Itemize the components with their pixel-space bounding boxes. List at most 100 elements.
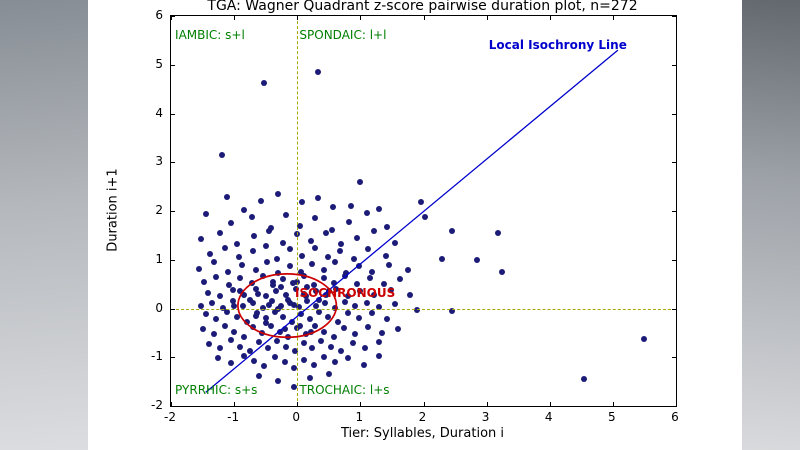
scatter-point [351, 255, 358, 262]
scatter-point [217, 345, 224, 352]
y-tick-mark [171, 162, 175, 164]
scatter-point [253, 312, 260, 319]
scatter-point [251, 233, 258, 240]
y-tick-mark [171, 259, 175, 261]
scatter-point [376, 206, 383, 213]
scatter-point [315, 69, 322, 76]
scatter-point [313, 303, 320, 310]
scatter-point [362, 344, 369, 351]
scatter-point [290, 280, 297, 287]
scatter-point [352, 330, 359, 337]
scatter-point [404, 267, 411, 274]
scatter-point [256, 372, 263, 379]
scatter-point [298, 268, 305, 275]
scatter-point [494, 229, 501, 236]
scatter-point [234, 240, 241, 247]
scatter-point [272, 287, 279, 294]
scatter-point [320, 267, 327, 274]
scatter-point [250, 324, 257, 331]
scatter-point [316, 296, 323, 303]
x-tick-mark [612, 16, 614, 20]
scatter-point [320, 275, 327, 282]
scatter-point [262, 293, 269, 300]
scatter-point [238, 261, 245, 268]
scatter-point [448, 228, 455, 235]
scatter-point [303, 330, 310, 337]
scatter-point [304, 298, 311, 305]
scatter-point [392, 300, 399, 307]
scatter-point [349, 339, 356, 346]
scatter-point [270, 282, 277, 289]
x-tick-mark [171, 402, 172, 406]
scatter-point [392, 239, 399, 246]
scatter-point [308, 328, 315, 335]
scatter-point [271, 309, 278, 316]
scatter-point [213, 273, 220, 280]
scatter-point [223, 194, 230, 201]
scatter-point [414, 307, 421, 314]
scatter-point [281, 325, 288, 332]
scatter-point [237, 275, 244, 282]
scatter-point [322, 299, 329, 306]
scatter-point [328, 343, 335, 350]
scatter-point [282, 291, 289, 298]
scatter-point [219, 304, 226, 311]
y-tick-mark [672, 16, 676, 17]
scatter-point [241, 291, 248, 298]
scatter-point [320, 328, 327, 335]
x-tick-mark [486, 16, 488, 20]
isochronous-ellipse [238, 274, 336, 337]
scatter-point [291, 301, 298, 308]
scatter-point [332, 359, 339, 366]
scatter-point [210, 330, 217, 337]
y-tick-mark [171, 16, 175, 17]
scatter-point [261, 363, 268, 370]
scatter-point [334, 319, 341, 326]
scatter-point [282, 211, 289, 218]
scatter-point [271, 354, 278, 361]
scatter-point [227, 337, 234, 344]
x-tick-mark [676, 16, 677, 20]
scatter-point [439, 255, 446, 262]
scatter-point [299, 252, 306, 259]
scatter-point [270, 278, 277, 285]
scatter-point [250, 299, 257, 306]
scatter-point [363, 210, 370, 217]
scatter-point [196, 265, 203, 272]
scatter-point [221, 244, 228, 251]
scatter-point [324, 314, 331, 321]
scatter-point [243, 319, 250, 326]
y-tick-mark [672, 162, 676, 164]
scatter-point [227, 360, 234, 367]
scatter-point [474, 256, 481, 263]
chart-title: TGA: Wagner Quadrant z-score pairwise du… [207, 0, 638, 14]
scatter-point [210, 259, 217, 266]
scatter-point [325, 371, 332, 378]
scatter-point [381, 281, 388, 288]
y-tick-mark [171, 113, 175, 115]
scatter-point [396, 276, 403, 283]
scatter-point [323, 291, 330, 298]
scatter-point [227, 220, 234, 227]
scatter-point [417, 199, 424, 206]
scatter-point [284, 296, 291, 303]
scatter-point [309, 344, 316, 351]
scatter-point [347, 203, 354, 210]
scatter-point [229, 286, 236, 293]
scatter-point [371, 291, 378, 298]
scatter-point [275, 270, 282, 277]
x-tick-mark [676, 402, 677, 406]
scatter-point [300, 290, 307, 297]
scatter-point [360, 361, 367, 368]
scatter-point [217, 293, 224, 300]
scatter-point [204, 289, 211, 296]
scatter-point [291, 364, 298, 371]
x-tick-mark [360, 16, 362, 20]
scatter-point [237, 343, 244, 350]
scatter-point [385, 261, 392, 268]
y-tick-mark [672, 308, 676, 310]
scatter-point [261, 80, 268, 87]
scatter-point [292, 286, 299, 292]
scatter-point [376, 353, 383, 360]
scatter-point [223, 309, 230, 316]
